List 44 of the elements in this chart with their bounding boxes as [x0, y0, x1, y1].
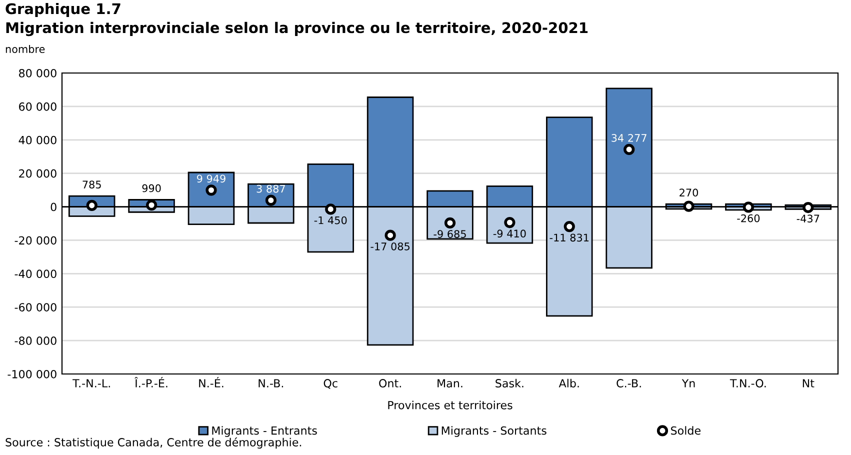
data-label: 3 887: [256, 184, 285, 193]
x-tick-label: Qc: [324, 379, 338, 389]
x-tick-label: Nt: [802, 379, 814, 388]
legend-label: Solde: [671, 426, 700, 435]
x-tick-label: N.-É.: [199, 377, 224, 388]
source-note: Source : Statistique Canada, Centre de démographie.: [6, 437, 302, 449]
x-tick-label: C.-B.: [616, 379, 641, 388]
x-tick-label: Î.-P.-É.: [134, 377, 168, 388]
chart-title: Graphique 1.7: [6, 2, 120, 18]
y-tick-label: -100 000: [8, 370, 56, 378]
y-tick-label: 60 000: [19, 102, 56, 111]
data-label: 9 949: [196, 174, 226, 183]
legend-label: Migrants - Sortants: [442, 426, 546, 437]
y-tick-label: 20 000: [19, 169, 56, 178]
y-tick-label: -40 000: [14, 270, 56, 278]
x-tick-label: Man.: [438, 379, 462, 388]
x-tick-label: T.N.-O.: [730, 379, 766, 388]
x-tick-label: Yn: [682, 379, 695, 388]
y-tick-label: -60 000: [14, 303, 56, 312]
y-tick-label: 0: [50, 202, 56, 212]
data-label: -1 450: [314, 216, 347, 224]
y-axis-title: nombre: [6, 44, 45, 54]
x-tick-label: Sask.: [496, 378, 524, 388]
y-tick-label: 40 000: [18, 136, 56, 144]
data-label: -9 410: [493, 230, 526, 238]
data-label: 990: [142, 184, 161, 192]
data-label: 34 277: [612, 134, 646, 142]
y-tick-label: -80 000: [14, 336, 56, 345]
data-label: -260: [737, 214, 760, 222]
y-tick-label: -20 000: [14, 236, 56, 245]
data-label: -17 085: [370, 242, 410, 250]
data-label: -437: [796, 214, 820, 223]
data-label: -9 685: [434, 230, 466, 238]
x-tick-label: Alb.: [558, 378, 579, 388]
legend-label: Migrants - Entrants: [212, 426, 317, 437]
data-label: 785: [82, 180, 101, 188]
x-tick-label: T.-N.-L.: [72, 379, 110, 388]
chart-subtitle: Migration interprovinciale selon la province ou le territoire, 2020-2021: [6, 22, 588, 36]
data-label: -11 831: [550, 234, 589, 242]
x-axis-title: Provinces et territoires: [388, 400, 512, 410]
data-label: 270: [680, 188, 698, 197]
y-tick-label: 80 000: [19, 68, 56, 78]
x-tick-label: N.-B.: [258, 379, 284, 388]
x-tick-label: Ont.: [379, 379, 401, 388]
